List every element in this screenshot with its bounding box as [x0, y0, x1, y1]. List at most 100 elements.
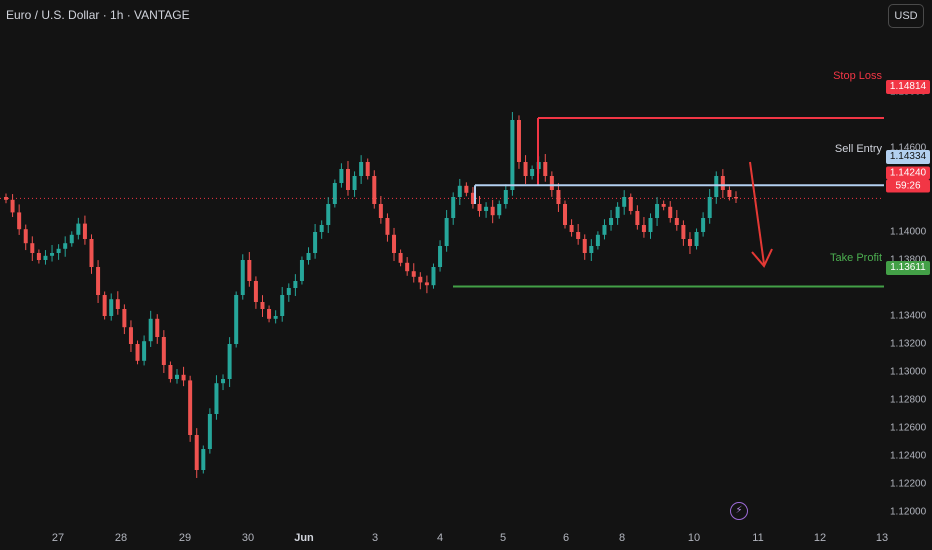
candle-body — [82, 223, 87, 239]
candle-body — [569, 225, 574, 232]
x-tick-label: 5 — [499, 532, 507, 544]
candle-body — [497, 204, 502, 216]
candle-body — [582, 239, 587, 253]
candle-body — [168, 365, 173, 379]
candle-body — [674, 218, 679, 225]
x-tick-label: 28 — [114, 532, 128, 544]
candle-body — [694, 232, 699, 246]
take-profit-price-tag: 1.13611 — [886, 261, 930, 275]
candle-body — [319, 225, 324, 232]
y-tick-label: 1.14000 — [890, 226, 927, 238]
candle-body — [503, 190, 508, 204]
x-tick-label: 6 — [562, 532, 570, 544]
candle-body — [221, 379, 226, 384]
y-tick-label: 1.12200 — [890, 478, 927, 490]
candle-body — [273, 316, 278, 319]
currency-button[interactable]: USD — [888, 4, 924, 28]
candle-body — [516, 120, 521, 162]
candle-body — [23, 229, 28, 244]
candle-body — [286, 288, 291, 295]
candle-body — [332, 183, 337, 204]
candle-body — [701, 218, 706, 232]
candle-body — [142, 341, 147, 361]
candle-body — [385, 218, 390, 235]
candle-body — [707, 197, 712, 218]
candle-body — [411, 271, 416, 277]
candle-body — [148, 318, 153, 342]
candle-body — [372, 176, 377, 204]
candle-body — [615, 206, 620, 218]
y-tick-label: 1.12000 — [890, 506, 927, 518]
candle-body — [339, 169, 344, 183]
x-tick-label: 8 — [618, 532, 626, 544]
candle-body — [128, 327, 133, 344]
candle-body — [628, 197, 633, 211]
candle-body — [56, 248, 61, 253]
y-tick-label: 1.13200 — [890, 338, 927, 350]
candle-body — [484, 206, 489, 211]
candle-body — [313, 232, 318, 253]
lightning-bolt-icon[interactable]: ⚡ — [730, 502, 748, 520]
candle-body — [115, 299, 120, 309]
x-tick-label: 10 — [687, 532, 701, 544]
x-tick-label: 30 — [241, 532, 255, 544]
candle-body — [253, 281, 258, 302]
y-tick-label: 1.14600 — [890, 142, 927, 154]
candle-body — [188, 380, 193, 435]
stop-loss-price-tag: 1.14814 — [886, 80, 930, 94]
candle-body — [43, 255, 48, 260]
candle-body — [365, 162, 370, 176]
candle-body — [306, 253, 311, 260]
candle-body — [438, 246, 443, 267]
candle-body — [378, 204, 383, 218]
candle-body — [17, 212, 22, 230]
candle-body — [174, 374, 179, 379]
y-tick-label: 1.12800 — [890, 394, 927, 406]
sell-entry-label: Sell Entry — [834, 143, 882, 155]
candle-body — [326, 204, 331, 225]
y-tick-label: 1.13400 — [890, 310, 927, 322]
candle-body — [89, 239, 94, 267]
current-price-tag: 1.14240 — [886, 166, 930, 180]
candle-body — [299, 260, 304, 281]
candle-body — [523, 162, 528, 176]
candle-body — [10, 199, 15, 213]
candle-body — [451, 197, 456, 218]
candle-body — [135, 344, 140, 361]
candle-body — [194, 435, 199, 470]
candle-body — [280, 295, 285, 316]
take-profit-label: Take Profit — [830, 252, 882, 264]
stop-loss-label: Stop Loss — [833, 70, 882, 82]
candle-body — [655, 204, 660, 218]
candle-body — [247, 260, 252, 281]
x-tick-label: 12 — [813, 532, 827, 544]
candle-body — [109, 299, 114, 316]
candle-body — [464, 185, 469, 193]
candle-body — [641, 225, 646, 232]
candle-body — [240, 260, 245, 295]
candle-body — [267, 309, 272, 319]
candle-body — [345, 169, 350, 190]
candle-body — [63, 243, 68, 249]
candle-body — [214, 383, 219, 414]
candle-body — [549, 176, 554, 190]
candle-body — [201, 449, 206, 470]
candle-body — [30, 243, 35, 253]
y-tick-label: 1.12600 — [890, 422, 927, 434]
candle-body — [622, 197, 627, 207]
y-tick-label: 1.12400 — [890, 450, 927, 462]
candle-body — [398, 253, 403, 263]
candle-body — [392, 234, 397, 253]
candle-body — [96, 267, 101, 295]
sell-entry-price-tag: 1.14334 — [886, 150, 930, 164]
candle-body — [589, 246, 594, 253]
candle-body — [122, 309, 127, 328]
projection-arrow-shaft — [749, 161, 765, 265]
candle-body — [490, 206, 495, 216]
candle-body — [556, 190, 561, 204]
candle-body — [234, 295, 239, 344]
candle-body — [76, 223, 81, 235]
candle-body — [405, 262, 410, 272]
projection-arrow-head — [751, 248, 773, 268]
